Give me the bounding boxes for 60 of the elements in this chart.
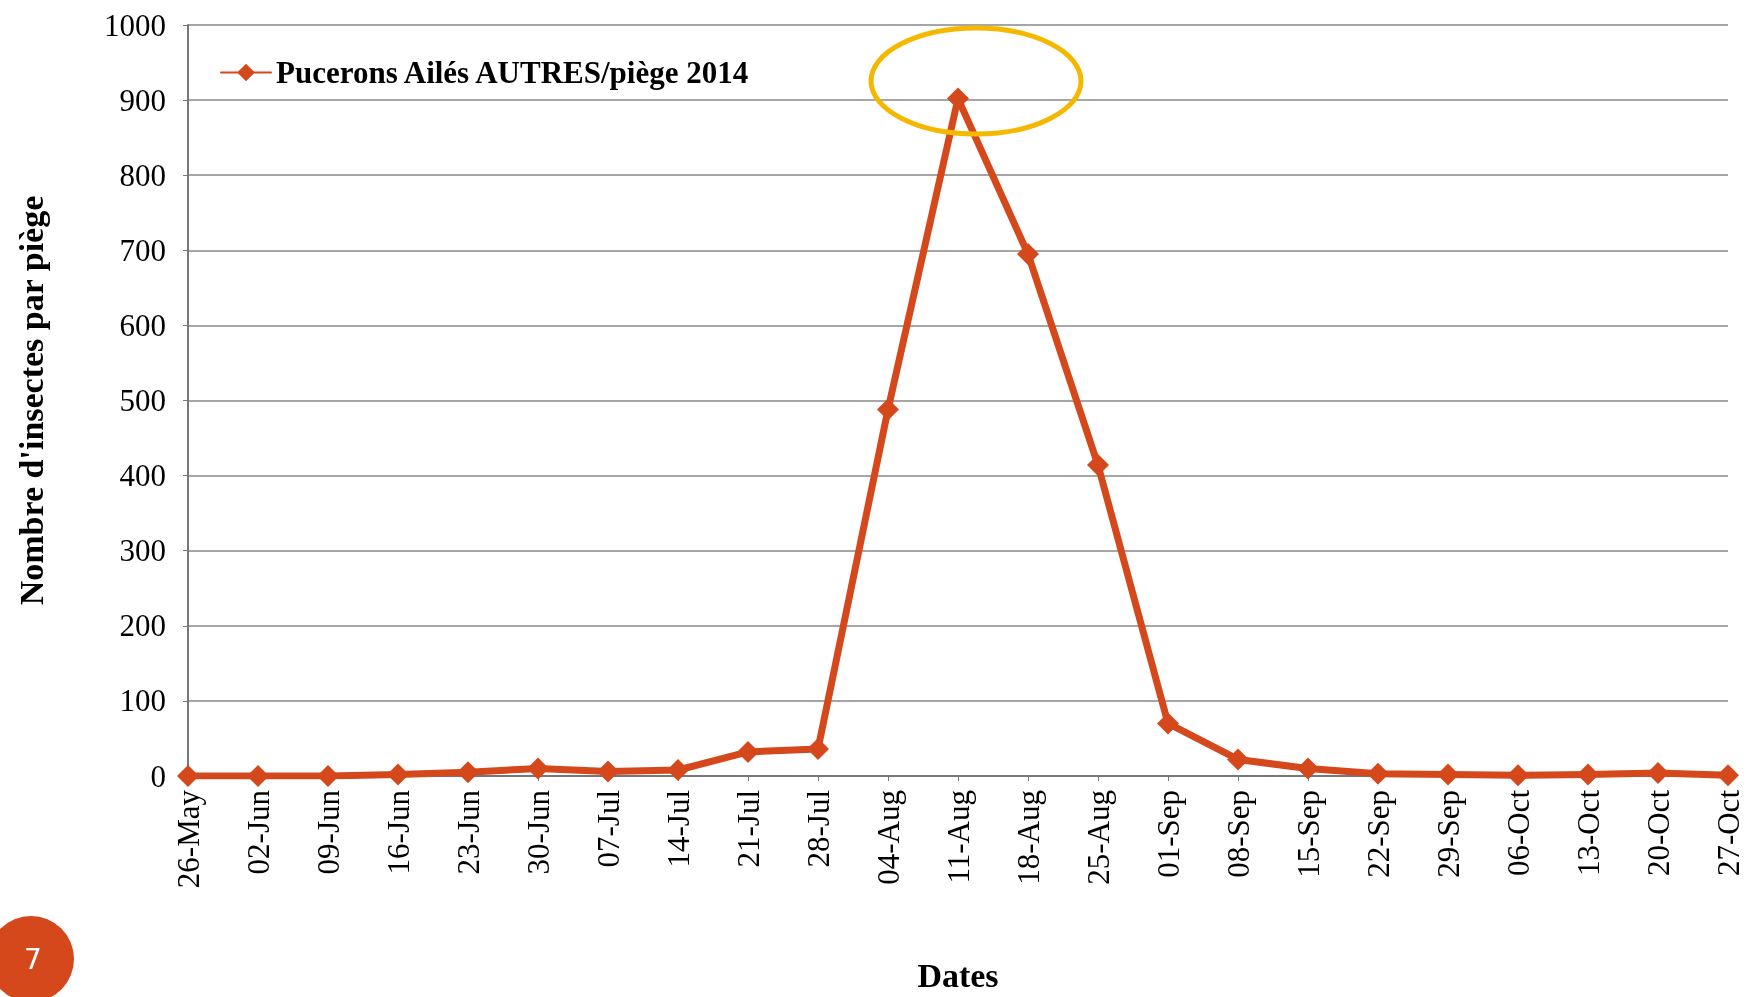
point [1367,762,1389,785]
x-tick-label: 15-Sep [1290,790,1326,878]
x-tick-label: 16-Jun [380,789,416,875]
y-tick-label: 900 [119,82,166,118]
y-tick-label: 700 [119,232,166,268]
x-tick-label: 11-Aug [940,790,976,884]
point [1017,243,1039,266]
point [667,758,689,781]
point [877,398,899,421]
x-tick-label: 25-Aug [1080,790,1116,885]
point [1717,764,1739,787]
y-tick-label: 1000 [104,7,166,43]
y-tick-label: 600 [119,307,166,343]
y-tick-label: 0 [150,758,166,794]
point [807,737,829,760]
circle-badge: 7 [0,916,74,997]
y-tick-label: 800 [119,157,166,193]
legend-label: Pucerons Ailés AUTRES/piège 2014 [276,55,749,90]
x-tick-label: 29-Sep [1430,790,1466,878]
x-tick-label: 04-Aug [870,790,906,885]
y-axis-title: Nombre d'insectes par piège [12,195,50,606]
y-tick-label: 500 [119,383,166,418]
x-tick-label: 26-May [170,789,206,889]
x-tick-label: 28-Jul [800,790,836,868]
point [317,765,339,787]
point [1297,757,1319,780]
point [1087,454,1109,477]
point [387,763,409,786]
y-tick-label: 400 [119,458,166,494]
x-tick-label: 20-Oct [1640,789,1676,877]
y-tick-label: 300 [119,533,166,569]
x-tick-label: 06-Oct [1500,789,1536,877]
point [457,761,479,784]
point [1507,764,1529,787]
x-tick-label: 22-Sep [1360,790,1396,878]
point [1437,763,1459,786]
y-tick-label: 200 [119,608,166,644]
point [1577,763,1599,786]
x-tick-label: 07-Jul [590,790,626,868]
y-tick-label: 100 [119,683,166,719]
x-tick-label: 21-Jul [730,790,766,868]
point [1647,762,1669,784]
x-tick-label: 27-Oct [1710,789,1746,877]
x-tick-label: 30-Jun [520,789,556,875]
x-tick-label: 09-Jun [310,789,346,875]
x-tick-label: 23-Jun [450,789,486,875]
point [737,740,759,763]
point [597,760,619,783]
x-tick-label: 01-Sep [1150,790,1186,878]
point [527,757,549,780]
x-tick-label: 02-Jun [240,789,276,875]
x-tick-label: 08-Sep [1220,790,1256,878]
x-tick-label: 13-Oct [1570,789,1606,877]
point [177,765,199,787]
x-tick-label: 18-Aug [1010,790,1046,885]
x-axis-title: Dates [917,956,999,994]
point [247,765,269,787]
x-tick-label: 14-Jul [660,790,696,868]
point [1227,748,1249,771]
point [1157,712,1179,735]
